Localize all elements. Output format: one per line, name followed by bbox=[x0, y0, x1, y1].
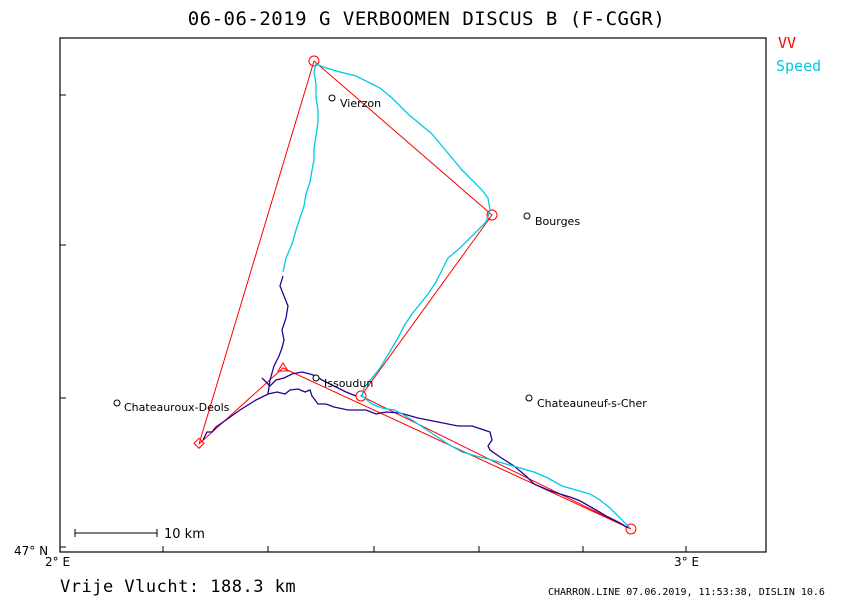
legend-vv: VV bbox=[778, 34, 797, 52]
axis-ticks bbox=[60, 94, 687, 552]
track-speed bbox=[282, 63, 631, 529]
free-flight-distance: Vrije Vlucht: 188.3 km bbox=[60, 577, 297, 597]
y-axis-bottom-label: 47° N bbox=[14, 544, 48, 558]
place-chateauroux-deols: Chateauroux-Deols bbox=[124, 401, 230, 414]
map-title: 06-06-2019 G VERBOOMEN DISCUS B (F-CGGR) bbox=[187, 8, 666, 30]
track-vv-climb bbox=[267, 275, 289, 395]
task-route bbox=[198, 60, 632, 530]
scale-bar bbox=[74, 529, 158, 537]
x-axis-left-label: 2° E bbox=[45, 555, 70, 569]
place-chateauneuf-s-cher: Chateauneuf-s-Cher bbox=[537, 397, 647, 410]
track-vv-start bbox=[261, 371, 357, 397]
place-vierzon: Vierzon bbox=[340, 97, 381, 110]
legend-speed: Speed bbox=[776, 57, 822, 75]
track-vv bbox=[202, 388, 629, 529]
x-axis-right-label: 3° E bbox=[674, 555, 699, 569]
place-bourges: Bourges bbox=[535, 215, 580, 228]
place-issoudun: Issoudun bbox=[324, 377, 373, 390]
scale-bar-label: 10 km bbox=[164, 527, 205, 542]
place-markers bbox=[113, 94, 533, 407]
turnpoint-markers bbox=[193, 55, 637, 535]
map-frame bbox=[59, 37, 767, 553]
credits-line: CHARRON.LINE 07.06.2019, 11:53:38, DISLI… bbox=[548, 587, 825, 598]
